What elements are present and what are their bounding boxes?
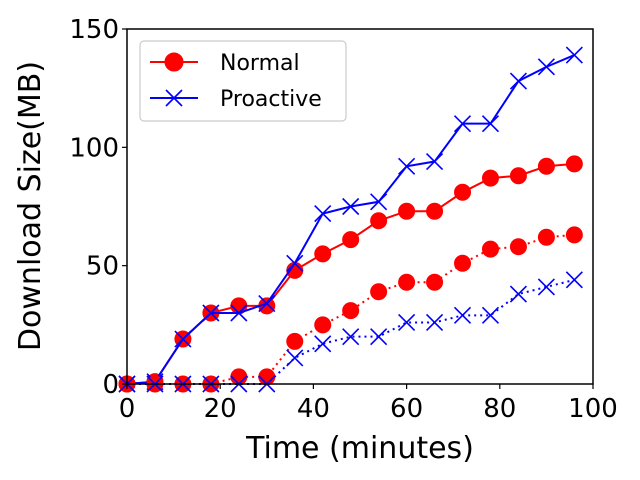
data-point <box>258 368 276 386</box>
data-point <box>342 328 360 346</box>
data-point <box>453 115 472 133</box>
data-point <box>230 304 248 322</box>
x-tick-label: 100 <box>568 394 618 424</box>
data-point <box>314 316 332 334</box>
legend-proactive-label: Proactive <box>220 87 322 112</box>
data-point <box>537 58 555 76</box>
data-point <box>481 306 500 324</box>
y-tick-label: 50 <box>86 252 119 282</box>
data-point <box>454 183 472 201</box>
data-point <box>342 197 360 216</box>
y-tick-label: 100 <box>69 133 119 163</box>
data-point <box>342 302 360 320</box>
series-0 <box>118 155 583 393</box>
data-point <box>286 254 304 272</box>
data-point <box>370 283 388 301</box>
series-line <box>126 162 575 385</box>
plot-frame <box>126 28 594 385</box>
data-point <box>286 332 304 350</box>
data-point <box>481 240 499 258</box>
data-point <box>258 294 276 313</box>
data-point <box>481 169 499 187</box>
data-point <box>398 273 416 291</box>
series-3 <box>118 271 583 393</box>
data-point <box>509 167 527 185</box>
data-point <box>342 231 360 249</box>
legend: Normal Proactive <box>139 40 347 122</box>
x-tick-label: 20 <box>204 394 237 424</box>
data-point <box>565 226 583 244</box>
data-point <box>398 313 416 332</box>
data-point <box>370 193 388 211</box>
data-point <box>537 157 555 175</box>
series-2 <box>118 226 583 393</box>
series-1 <box>118 46 583 393</box>
data-point <box>202 304 220 322</box>
data-point <box>174 330 192 348</box>
x-tick-label: 0 <box>119 394 136 424</box>
data-point <box>286 349 304 367</box>
legend-proactive-marker <box>165 89 183 107</box>
data-point <box>230 368 248 386</box>
data-point <box>314 205 332 223</box>
series-layer <box>118 46 583 393</box>
data-point <box>426 273 444 291</box>
data-point <box>398 157 416 175</box>
x-tick-label: 60 <box>390 394 423 424</box>
x-tick-label: 80 <box>483 394 516 424</box>
series-line <box>127 278 575 385</box>
series-line <box>127 233 575 385</box>
data-point <box>453 306 472 324</box>
data-point <box>509 72 528 90</box>
x-tick-label: 40 <box>297 394 330 424</box>
data-point <box>565 271 583 289</box>
data-point <box>565 46 583 64</box>
data-point <box>537 228 555 246</box>
legend-normal-marker <box>164 52 184 72</box>
data-point <box>509 238 527 256</box>
data-point <box>481 115 500 133</box>
y-axis-label: Download Size(MB) <box>13 61 48 351</box>
data-point <box>398 202 416 220</box>
data-point <box>426 202 444 220</box>
data-point <box>425 152 444 171</box>
data-point <box>425 313 444 332</box>
data-point <box>454 254 472 272</box>
data-point <box>509 285 528 303</box>
data-point <box>565 155 583 173</box>
y-tick-label: 150 <box>69 15 119 45</box>
data-point <box>537 278 555 296</box>
legend-normal-label: Normal <box>220 51 300 76</box>
data-point <box>370 212 388 230</box>
y-tick-label: 0 <box>102 370 119 400</box>
ticks-layer: 0 20 40 60 80 100 0 50 100 150 <box>69 15 617 424</box>
x-axis-label: Time (minutes) <box>245 431 474 466</box>
data-point <box>314 335 332 353</box>
data-point <box>314 245 332 263</box>
data-point <box>370 328 388 346</box>
